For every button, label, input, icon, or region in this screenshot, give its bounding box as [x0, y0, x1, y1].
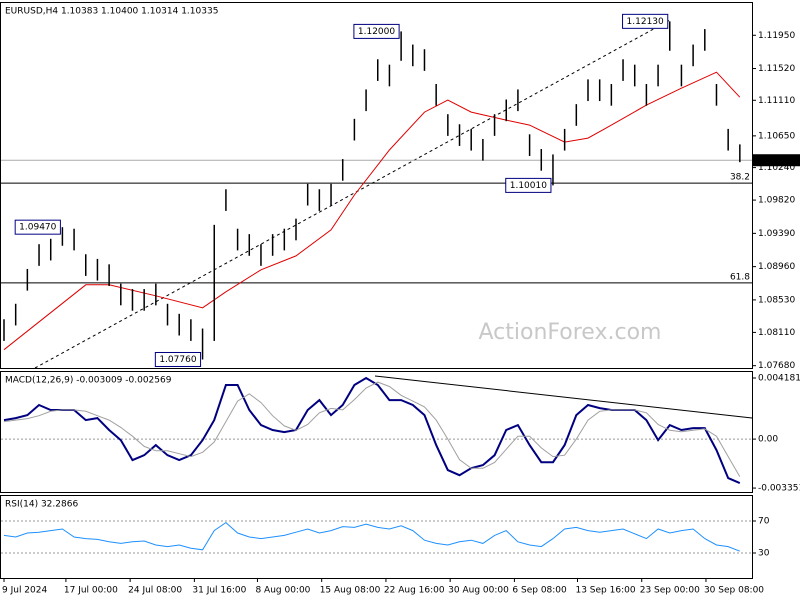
y-tick-label: 1.11520 — [758, 64, 795, 74]
x-tick-label: 30 Aug 00:00 — [448, 586, 509, 596]
price-annotation: 1.12130 — [627, 17, 664, 27]
panel-frame — [0, 371, 753, 493]
level-label: 38.2 — [730, 173, 750, 183]
x-tick-label: 30 Sep 08:00 — [704, 586, 764, 596]
y-tick-label: 1.10650 — [758, 131, 795, 141]
panel-title: MACD(12,26,9) -0.003009 -0.002569 — [5, 376, 172, 386]
y-tick-label: 1.09820 — [758, 196, 795, 206]
x-tick-label: 17 Jul 00:00 — [64, 586, 118, 596]
y-tick-label: 1.11110 — [758, 96, 795, 106]
y-tick-label: 0.00 — [758, 435, 778, 445]
watermark: ActionForex.com — [479, 320, 662, 345]
last-price-label: 1.10335 — [757, 156, 794, 166]
x-tick-label: 15 Aug 08:00 — [320, 586, 381, 596]
price-annotation-box — [353, 23, 400, 39]
panel-frame — [0, 2, 753, 369]
x-tick-label: 23 Sep 00:00 — [640, 586, 700, 596]
x-tick-label: 31 Jul 16:00 — [192, 586, 246, 596]
x-tick-label: 9 Jul 2024 — [2, 586, 47, 596]
trend-line — [34, 19, 671, 369]
x-tick-label: 24 Jul 08:00 — [128, 586, 182, 596]
price-annotation: 1.09470 — [19, 223, 56, 233]
x-tick-label: 6 Sep 08:00 — [512, 586, 567, 596]
x-tick-label: 13 Sep 16:00 — [575, 586, 635, 596]
y-tick-label: 1.08530 — [758, 295, 795, 305]
price-annotation: 1.07760 — [159, 355, 196, 365]
y-tick-label: 1.08110 — [758, 328, 795, 338]
last-price-box — [753, 154, 800, 167]
panel-frame — [0, 495, 753, 579]
series-line — [3, 71, 741, 351]
y-tick-label: 70 — [758, 517, 770, 527]
price-annotation-box — [505, 177, 552, 193]
price-annotation: 1.10010 — [510, 181, 547, 191]
macd-trend-line — [374, 375, 753, 419]
y-tick-label: 1.10240 — [758, 163, 795, 173]
y-tick-label: -0.003351 — [758, 484, 800, 494]
y-tick-label: 0.004181 — [758, 373, 800, 383]
y-tick-label: 1.09390 — [758, 229, 795, 239]
y-tick-label: 30 — [758, 549, 770, 559]
panel-title: EURUSD,H4 1.10383 1.10400 1.10314 1.1033… — [5, 7, 218, 17]
price-annotation-box — [154, 351, 202, 367]
price-annotation: 1.12000 — [358, 27, 395, 37]
y-tick-label: 1.08960 — [758, 262, 795, 272]
price-annotation-box — [622, 13, 669, 29]
x-tick-label: 8 Aug 00:00 — [255, 586, 310, 596]
price-annotation-box — [14, 219, 61, 235]
level-label: 61.8 — [730, 272, 750, 282]
x-tick-label: 22 Aug 16:00 — [384, 586, 445, 596]
series-line — [3, 521, 740, 552]
panel-title: RSI(14) 32.2866 — [5, 500, 78, 510]
series-line — [3, 381, 741, 477]
y-tick-label: 1.07680 — [758, 361, 795, 371]
y-tick-label: 1.11950 — [758, 31, 795, 41]
